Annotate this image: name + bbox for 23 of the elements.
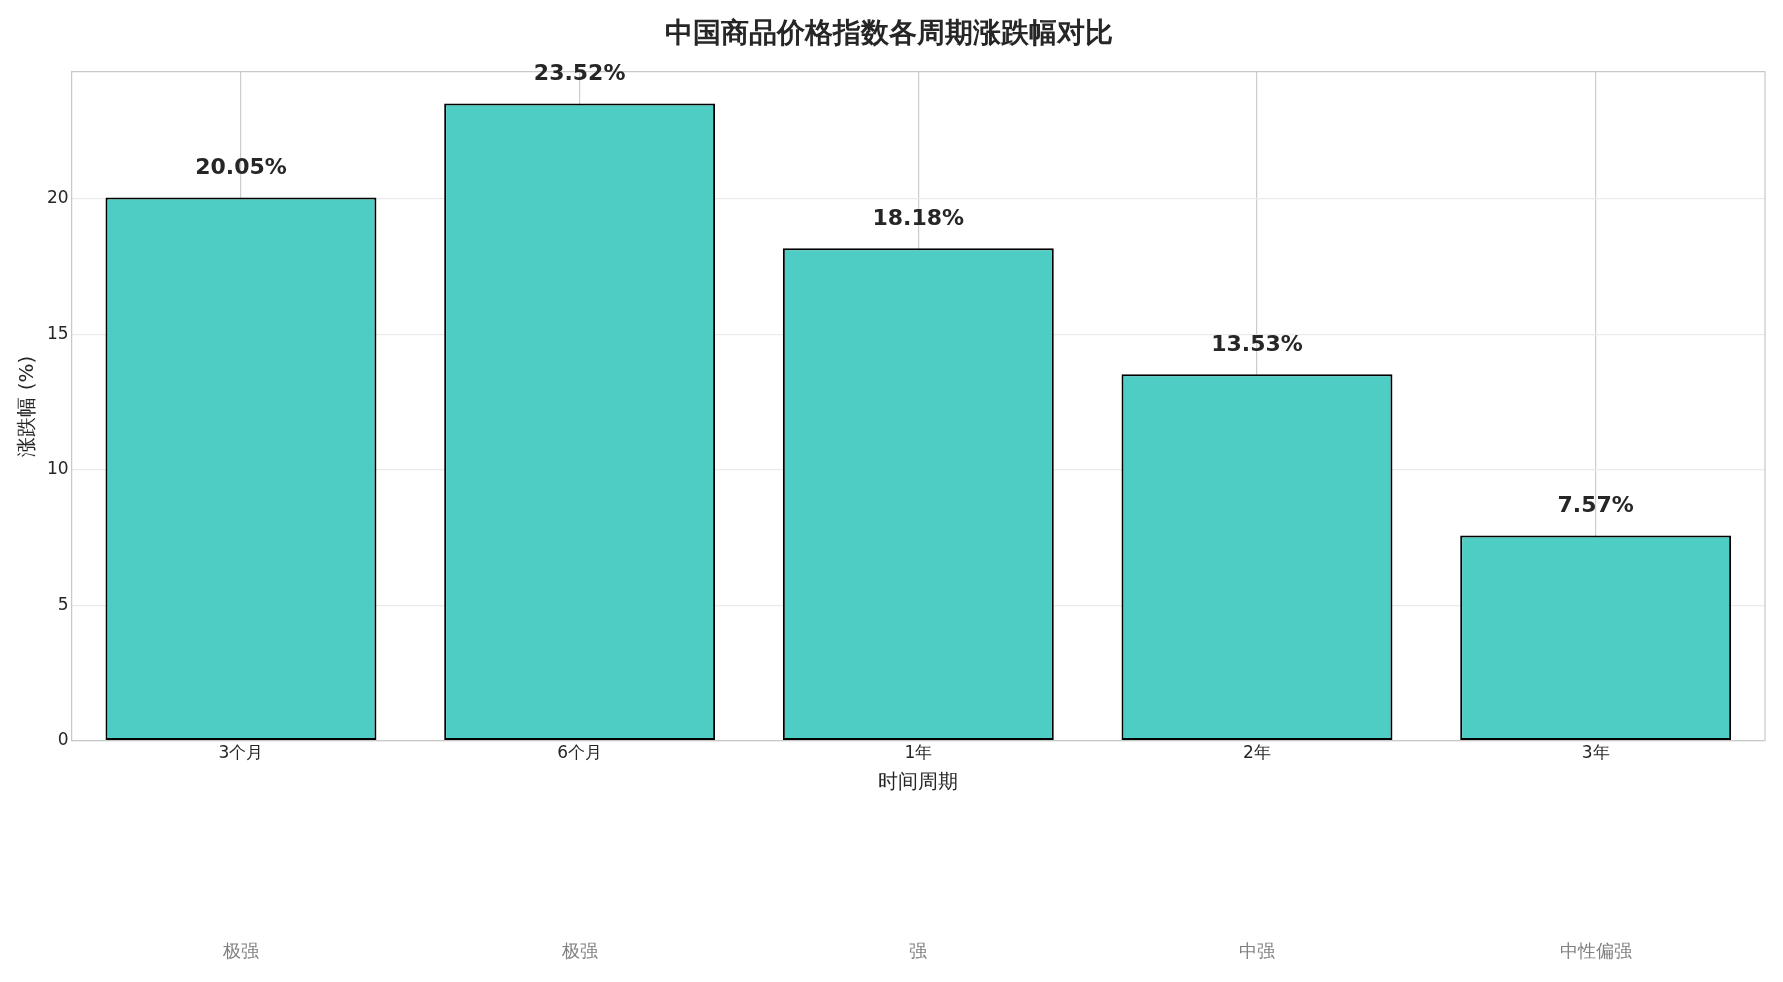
data-label: 13.53% (1211, 330, 1303, 356)
text: 极强 (221, 939, 259, 961)
y-tick-label: 5 (57, 593, 69, 614)
x-tick-label: 2年 (1243, 742, 1271, 763)
text: 中性偏强 (1559, 939, 1632, 961)
x-tick-label: 1年 (904, 742, 933, 763)
data-label: 23.52% (533, 60, 626, 86)
y-tick-label: 0 (57, 729, 69, 750)
y-tick-label: 20 (46, 187, 69, 208)
y-tick-label: 10 (46, 458, 69, 479)
chart-title: 中国商品价格指数各周期涨跌幅对比 (664, 16, 1113, 50)
x-tick-label: 3个月 (218, 742, 264, 763)
y-axis-title: 涨跌幅 (%) (14, 355, 39, 457)
y-tick-label: 15 (46, 322, 69, 343)
x-axis-title: 时间周期 (878, 769, 959, 794)
text: 中强 (1238, 939, 1275, 961)
data-label: 7.57% (1557, 492, 1634, 518)
x-tick-label: 6个月 (557, 742, 603, 763)
data-label: 18.18% (872, 204, 965, 230)
data-label: 20.05% (195, 154, 287, 180)
x-tick-label: 3年 (1581, 742, 1610, 763)
text: 强 (909, 939, 928, 961)
text: 极强 (560, 939, 598, 961)
